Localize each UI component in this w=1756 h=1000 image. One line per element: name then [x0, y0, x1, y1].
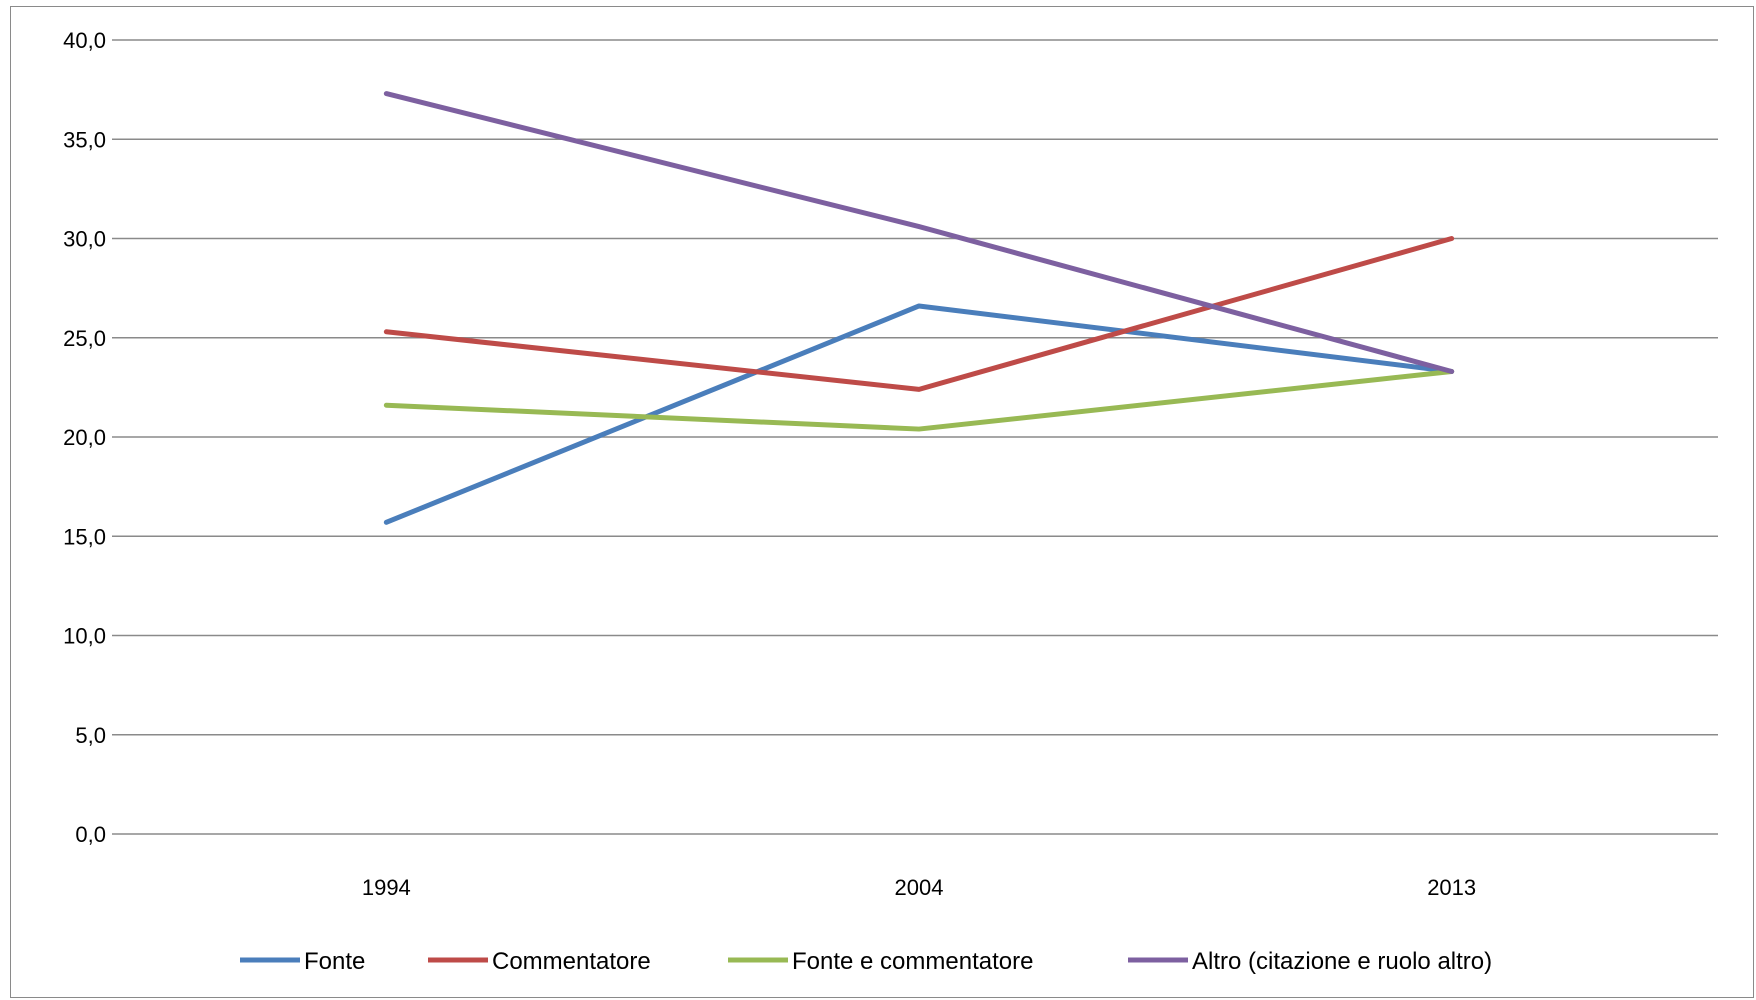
- x-tick-label: 2013: [1427, 875, 1476, 900]
- y-tick-label: 40,0: [63, 28, 106, 53]
- series-line-4: [383, 91, 1455, 374]
- y-tick-label: 0,0: [75, 822, 106, 847]
- series-lines: [383, 91, 1455, 525]
- series-line-2: [383, 236, 1455, 392]
- y-axis-ticks: 0,0 5,0 10,0 15,0 20,0 25,0 30,0 35,0 40,0: [63, 28, 106, 847]
- x-axis-ticks: 1994 2004 2013: [362, 875, 1476, 900]
- legend-label: Fonte e commentatore: [792, 948, 1033, 975]
- y-tick-label: 15,0: [63, 524, 106, 549]
- y-tick-label: 10,0: [63, 624, 106, 649]
- legend-label: Altro (citazione e ruolo altro): [1192, 948, 1492, 975]
- y-tick-label: 20,0: [63, 425, 106, 450]
- x-tick-label: 1994: [362, 875, 411, 900]
- series-line-1: [383, 303, 1455, 525]
- y-tick-label: 5,0: [75, 723, 106, 748]
- x-tick-label: 2004: [895, 875, 944, 900]
- chart-frame: [10, 6, 1754, 998]
- y-tick-label: 30,0: [63, 227, 106, 252]
- legend-label: Fonte: [304, 948, 365, 975]
- gridlines: [112, 39, 1718, 835]
- series-line-3: [383, 368, 1455, 432]
- legend-label: Commentatore: [492, 948, 651, 975]
- legend: Fonte Commentatore Fonte e commentatore Alt…: [240, 948, 1492, 975]
- y-tick-label: 25,0: [63, 326, 106, 351]
- y-tick-label: 35,0: [63, 127, 106, 152]
